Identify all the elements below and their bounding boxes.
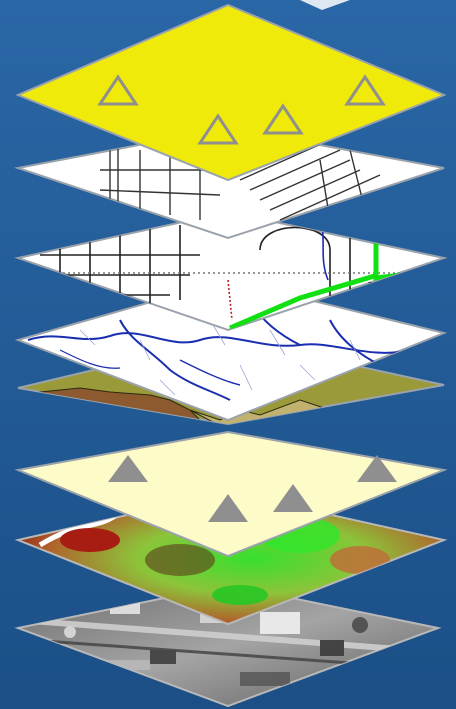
triangle-outline-marker [262,103,304,135]
triangle-marker [108,455,148,482]
cropped-layer-edge [300,0,350,10]
layer-streets [14,126,445,240]
triangle-outline-marker [197,113,239,145]
layer-point-features [14,430,448,558]
triangle-marker [208,494,248,522]
layer-hydrology [14,278,448,422]
triangle-outline-marker [344,74,386,106]
triangle-marker [273,484,313,512]
triangle-marker [357,455,397,482]
layer-sample-points [15,3,447,182]
layer-parcels [14,210,448,332]
triangle-outline-marker [97,74,139,106]
